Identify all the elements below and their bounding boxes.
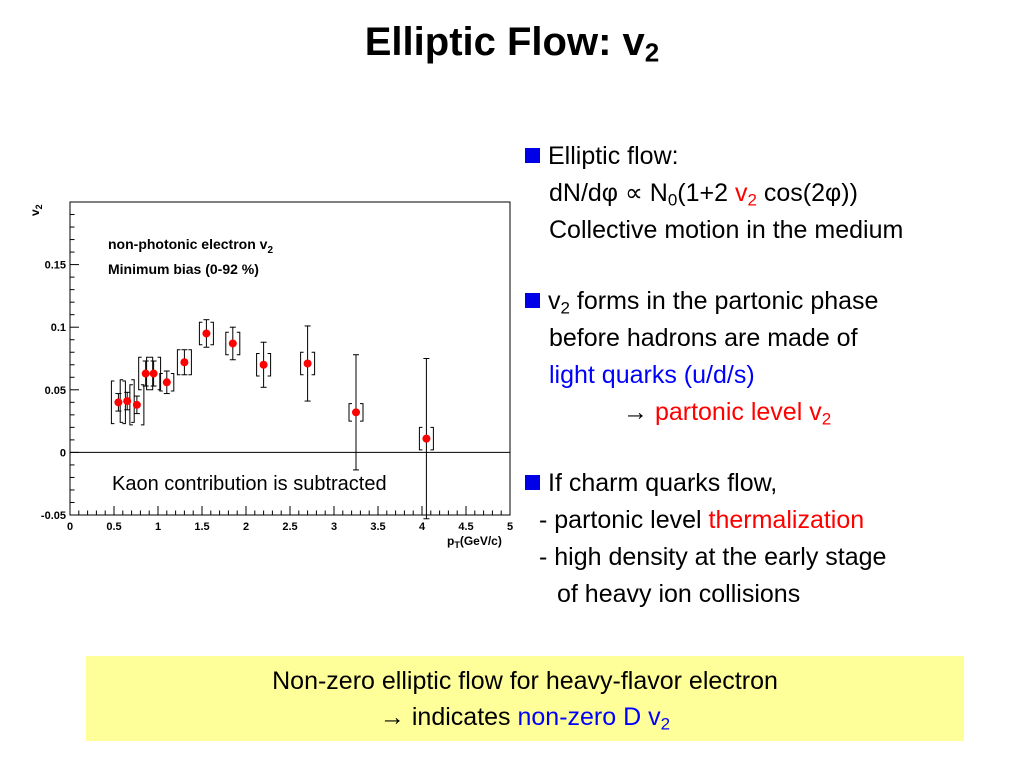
v2-symbol: v2 [734,179,757,210]
v2-scatter-chart: 0 0.5 1 1.5 2 2.5 3 3.5 4 4.5 5 -0.0500.050.10.15 … [28,201,513,550]
systematic-bracket [129,384,145,426]
x-axis-label: pT(GeV/c) [447,534,502,550]
bullet-3-line-2: - partonic level thermalization [539,506,865,534]
data-point [162,378,171,387]
systematic-error-brackets [110,321,434,451]
data-point [228,339,237,348]
data-point [132,400,141,409]
systematic-bracket [348,403,364,422]
bullet-2-line-4: → partonic level v2 [623,398,832,429]
legend-line-1-subscript: 2 [267,245,273,256]
data-point [303,359,312,368]
slide-title: Elliptic Flow: v2 [0,14,1024,70]
bullet-square-icon [525,148,540,163]
x-tick-label: 0 [67,521,73,533]
systematic-bracket [176,349,192,376]
x-tick-label: 4.5 [458,521,473,533]
data-point [352,408,360,417]
y-tick-label: 0.05 [45,385,66,397]
bullet-square-icon [525,475,540,490]
plot-frame [69,201,511,516]
y-tick-label: 0.15 [45,260,66,272]
title-subscript: 2 [644,37,660,68]
conclusion-line-2: → indicates non-zero D v2 [379,703,671,734]
data-point [202,329,211,338]
bullet-1-head: Elliptic flow: [525,138,1015,175]
systematic-bracket [256,352,272,377]
bullet-list: Elliptic flow: dN/dφ ∝ N0(1+2 v2 cos(2φ)… [525,138,1015,613]
conclusion-line-1: Non-zero elliptic flow for heavy-flavor … [272,667,778,695]
x-tick-label: 2 [243,521,249,533]
conclusion-box: Non-zero elliptic flow for heavy-flavor … [86,656,964,741]
title-text: Elliptic Flow: v [364,20,645,64]
data-markers [114,329,431,443]
bullet-1-formula: dN/dφ ∝ N0(1+2 v2 cos(2φ)) [549,179,858,210]
data-point [259,360,268,369]
data-point [180,358,189,367]
x-tick-label: 3.5 [370,521,385,533]
data-point [422,434,431,443]
x-tick-label: 1 [155,521,161,533]
x-axis-ticks: 0 0.5 1 1.5 2 2.5 3 3.5 4 4.5 5 [67,506,513,533]
x-tick-label: 5 [507,521,513,533]
bullet-2-line-3: light quarks (u/d/s) [549,361,755,389]
arrow-icon: → [623,398,655,426]
v2-plot: 0 0.5 1 1.5 2 2.5 3 3.5 4 4.5 5 -0.05 0 0.05 0.1 0.15 … [22,190,522,555]
bullet-3-head: If charm quarks flow, [525,465,1015,502]
bullet-1-line-3: Collective motion in the medium [549,216,904,244]
x-tick-label: 1.5 [194,521,209,533]
bullet-2-head: v2 forms in the partonic phase [525,283,1015,320]
bullet-3-line-4: of heavy ion collisions [557,580,801,608]
y-axis-ticks: -0.05 0 0.05 0.1 0.15 [41,201,79,522]
systematic-bracket [159,373,175,392]
systematic-bracket [225,331,241,356]
bullet-3-line-3: - high density at the early stage [539,543,887,571]
x-tick-label: 3 [331,521,337,533]
data-point [141,369,150,378]
data-point [123,397,132,406]
kaon-note: Kaon contribution is subtracted [112,473,387,495]
legend-line-2: Minimum bias (0-92 %) [108,261,259,277]
y-tick-label: 0 [60,447,66,459]
bullet-square-icon [525,293,540,308]
y-axis-label: v2 [28,204,44,216]
y-tick-label: 0.1 [51,322,66,334]
systematic-bracket [418,426,434,451]
data-point [149,369,158,378]
x-tick-label: 4 [419,521,426,533]
x-tick-label: 2.5 [282,521,297,533]
legend-line-1: non-photonic electron v2 [108,236,273,256]
data-point [114,398,123,407]
systematic-bracket [198,321,214,346]
y-tick-label: -0.05 [41,510,66,522]
x-tick-label: 0.5 [106,521,121,533]
bullet-2-line-2: before hadrons are made of [549,324,858,352]
systematic-bracket [300,351,316,376]
